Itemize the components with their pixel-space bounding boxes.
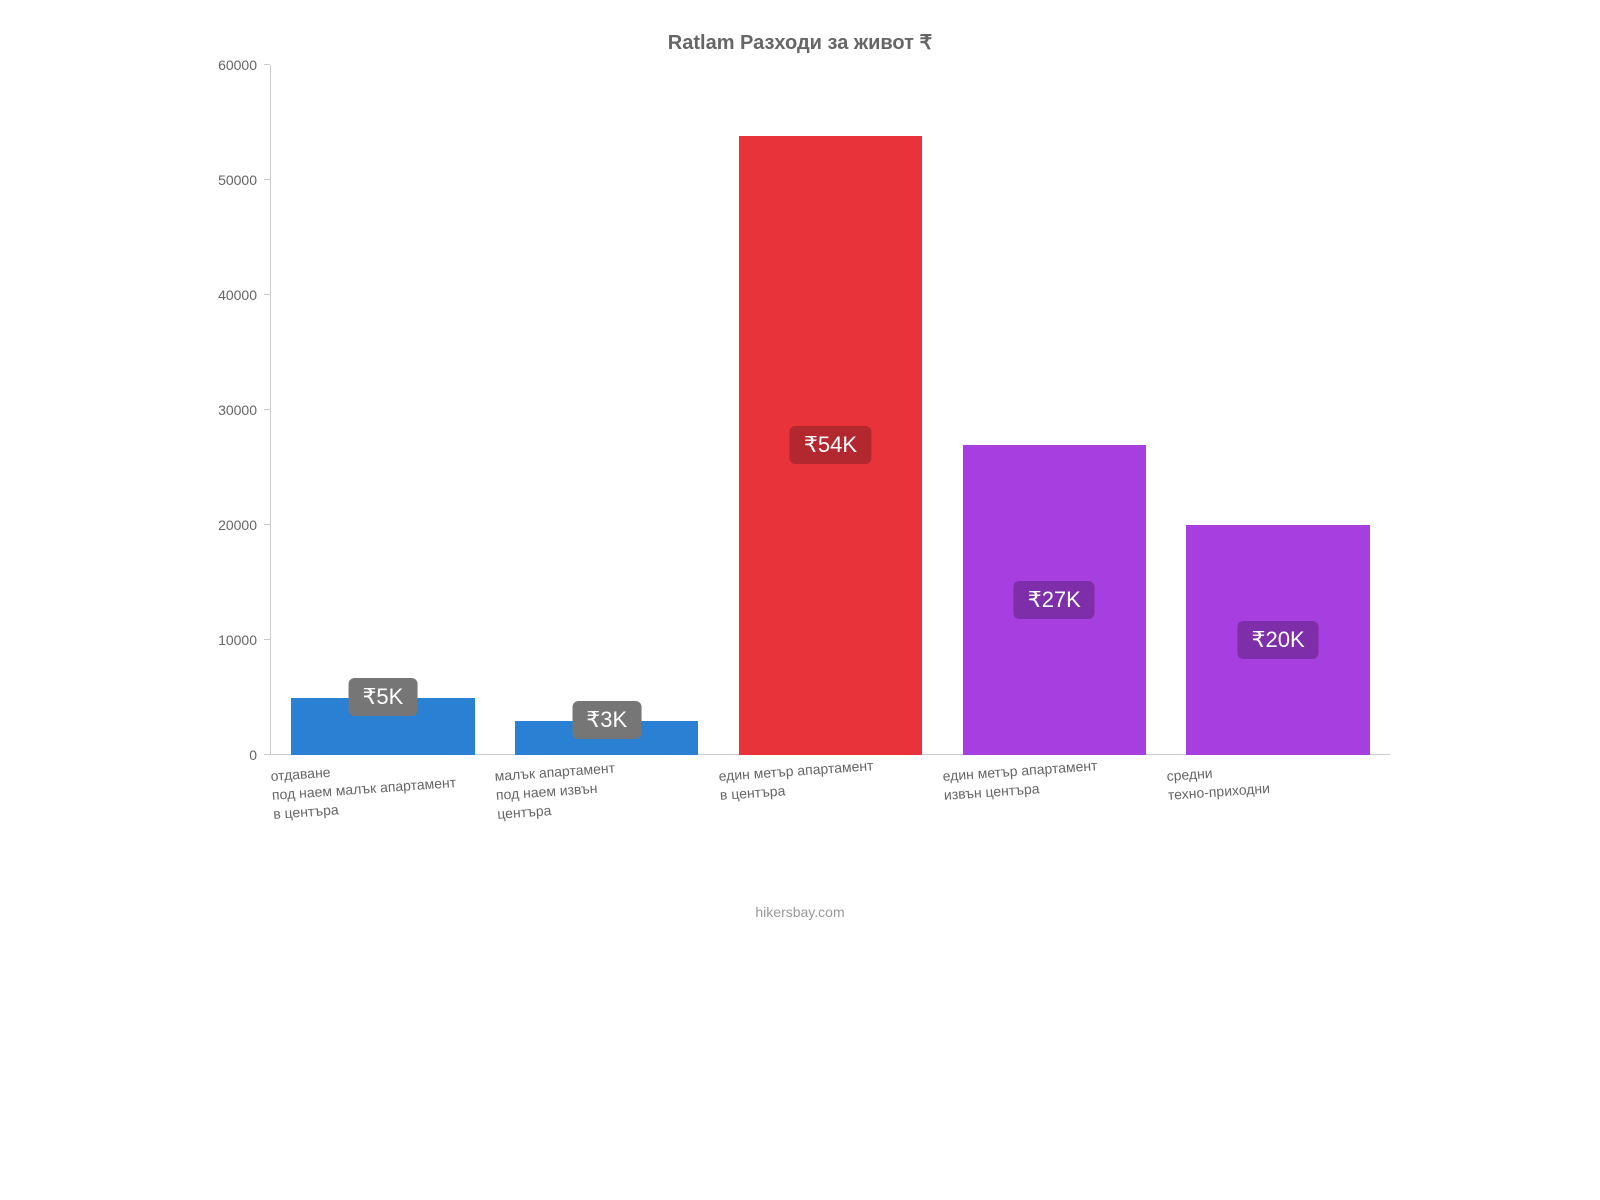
chart-container: Ratlam Разходи за живот ₹ 0 10000 20000 300… — [160, 0, 1440, 960]
y-tick-label: 40000 — [218, 287, 257, 303]
bar-column: ₹3K — [495, 721, 719, 756]
y-tick-label: 30000 — [218, 402, 257, 418]
y-tick-label: 0 — [249, 747, 257, 763]
y-tick-label: 50000 — [218, 172, 257, 188]
plot-area: 0100002000030000400005000060000 ₹5K₹3K₹5… — [270, 65, 1390, 755]
bar-column: ₹54K — [719, 136, 943, 755]
y-tick-label: 10000 — [218, 632, 257, 648]
bar: ₹54K — [739, 136, 923, 755]
value-badge: ₹20K — [1238, 621, 1319, 659]
bar-column: ₹27K — [942, 445, 1166, 755]
x-axis: отдаванепод наем малък апартаментв центъ… — [270, 767, 1390, 824]
y-tick-label: 60000 — [218, 57, 257, 73]
bars-group: ₹5K ₹3K ₹54K ₹27K ₹20K — [271, 65, 1390, 755]
bar: ₹5K — [291, 698, 475, 756]
x-tick-label: отдаванепод наем малък апартаментв центъ… — [270, 751, 497, 823]
y-axis: 0100002000030000400005000060000 — [200, 65, 265, 755]
chart-title: Ratlam Разходи за живот ₹ — [200, 30, 1400, 55]
y-tick-label: 20000 — [218, 517, 257, 533]
value-badge: ₹27K — [1014, 581, 1095, 619]
bar: ₹3K — [515, 721, 699, 756]
x-tick-label: среднитехно-приходни — [1166, 751, 1393, 823]
bar: ₹27K — [963, 445, 1147, 755]
bar-column: ₹5K — [271, 698, 495, 756]
bar: ₹20K — [1186, 525, 1370, 755]
bar-column: ₹20K — [1166, 525, 1390, 755]
x-tick-label: малък апартаментпод наем извънцентъра — [494, 751, 721, 823]
plot-inner: ₹5K ₹3K ₹54K ₹27K ₹20K — [270, 65, 1390, 755]
chart-footer: hikersbay.com — [200, 904, 1400, 920]
value-badge: ₹54K — [790, 426, 871, 464]
value-badge: ₹5K — [348, 678, 417, 716]
x-tick-label: един метър апартаментв центъра — [718, 751, 945, 823]
x-tick-label: един метър апартаментизвън центъра — [942, 751, 1169, 823]
value-badge: ₹3K — [572, 701, 641, 739]
